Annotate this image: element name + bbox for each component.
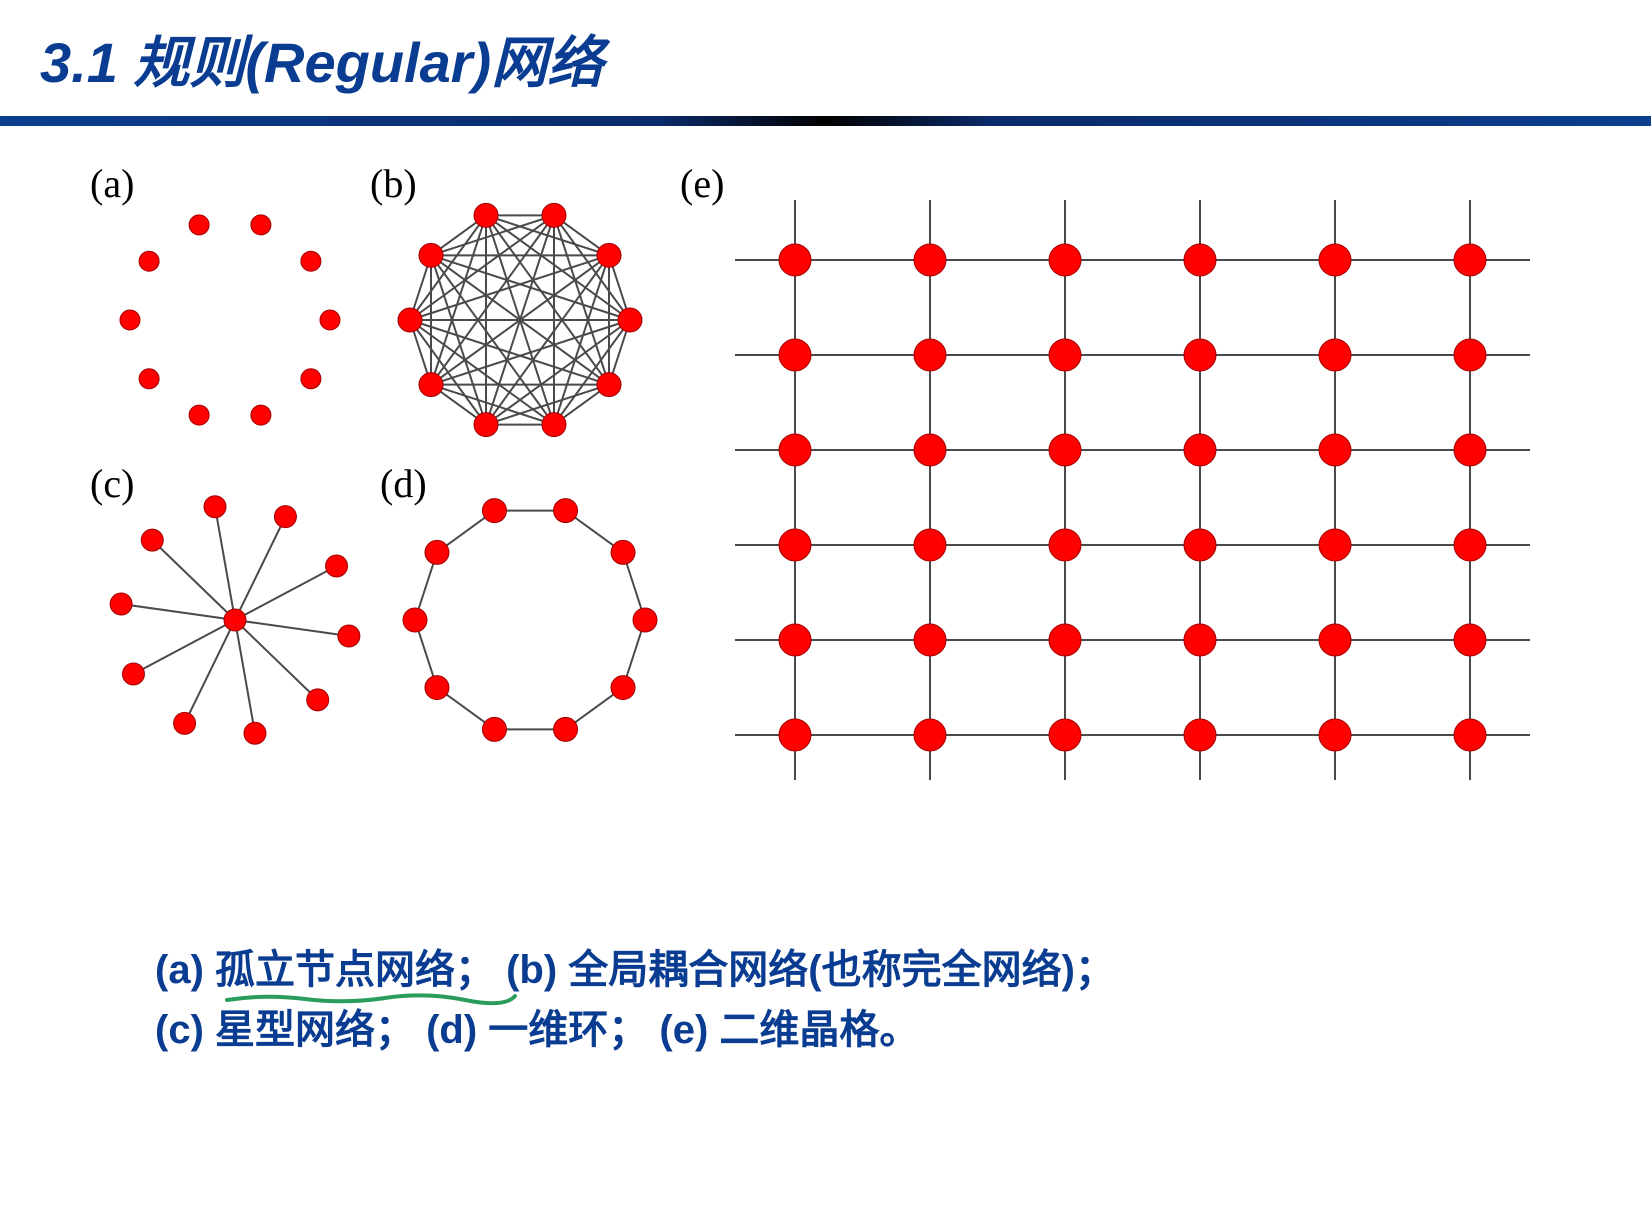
lattice-network-diagram [720, 180, 1620, 780]
panel-e-label: (e) [680, 160, 724, 207]
complete-network-diagram [380, 190, 660, 450]
ring-network-diagram [380, 480, 680, 760]
page-title: 3.1 规则(Regular)网络 [40, 18, 603, 99]
underline-annotation [225, 990, 525, 1010]
title-divider [0, 116, 1651, 126]
star-network-diagram [80, 480, 380, 760]
isolated-network-diagram [90, 190, 370, 450]
